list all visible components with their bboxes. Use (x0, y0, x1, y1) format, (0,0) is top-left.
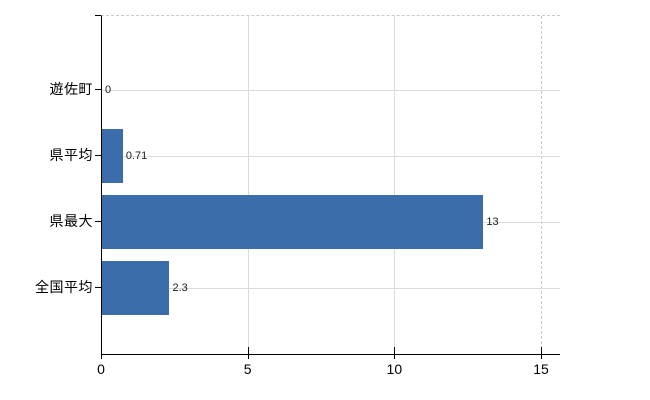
x-tick-label: 10 (386, 361, 403, 377)
x-tick-label: 0 (97, 361, 105, 377)
y-axis-tick (95, 89, 101, 90)
x-axis-tick (247, 347, 249, 359)
category-label: 全国平均 (35, 279, 93, 295)
value-label: 0.71 (125, 149, 148, 162)
plot-area: 0 0.71 13 2.3 (101, 15, 560, 355)
x-tick-label: 5 (243, 361, 252, 377)
value-label: 0 (105, 83, 112, 96)
value-label: 13 (486, 215, 499, 228)
x-gridline (541, 16, 542, 354)
y-axis-top-tick (95, 15, 101, 16)
x-axis-tick (541, 347, 542, 359)
x-gridline (247, 16, 249, 354)
y-axis-tick (95, 287, 101, 288)
x-gridline (394, 16, 396, 354)
x-axis-tick (101, 347, 102, 359)
bar (102, 261, 170, 315)
value-label: 2.3 (172, 281, 188, 294)
category-label: 県平均 (49, 147, 93, 163)
y-axis-tick (95, 155, 101, 156)
category-gridline (102, 90, 560, 91)
bar (102, 129, 123, 183)
category-label: 遊佐町 (49, 81, 93, 97)
bar (102, 195, 484, 249)
x-axis-tick (394, 347, 396, 359)
category-gridline (102, 156, 560, 157)
x-tick-label: 15 (533, 361, 549, 377)
category-label: 県最大 (49, 213, 93, 229)
y-axis-tick (95, 221, 101, 222)
category-gridline (102, 288, 560, 289)
